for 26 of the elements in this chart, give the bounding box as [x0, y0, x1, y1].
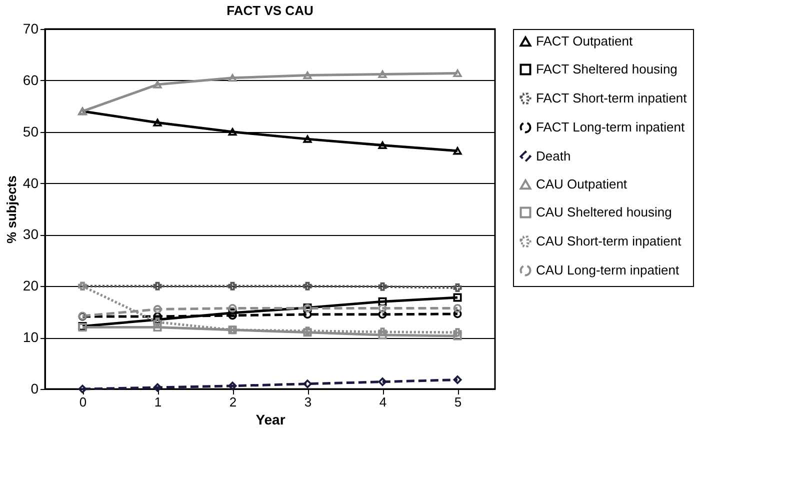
- legend-label: FACT Short-term inpatient: [536, 90, 688, 106]
- y-tick-label: 70: [22, 20, 39, 36]
- x-tick-label: 1: [154, 394, 162, 410]
- y-tick-label: 40: [22, 174, 39, 191]
- y-tick-label: 20: [22, 278, 39, 294]
- y-tick-label: 10: [22, 329, 39, 346]
- legend-label: CAU Outpatient: [536, 176, 628, 192]
- legend-label: CAU Short-term inpatient: [536, 234, 682, 248]
- y-tick-label: 50: [22, 123, 39, 140]
- x-tick-label: 0: [79, 394, 87, 410]
- legend-label: CAU Long-term inpatient: [536, 262, 680, 278]
- y-tick-label: 0: [30, 380, 39, 396]
- legend-label: FACT Long-term inpatient: [536, 120, 685, 134]
- chart-title: FACT VS CAU: [226, 3, 314, 18]
- legend-label: Death: [536, 148, 571, 164]
- y-axis-title: % subjects: [4, 176, 19, 244]
- x-tick-label: 2: [229, 394, 237, 410]
- x-tick-label: 5: [454, 394, 462, 410]
- y-tick-label: 60: [22, 72, 39, 88]
- legend-label: FACT Outpatient: [536, 34, 633, 48]
- y-tick-label: 30: [22, 226, 39, 242]
- x-axis-title: Year: [256, 412, 286, 428]
- legend-label: FACT Sheltered housing: [536, 62, 678, 76]
- legend-label: CAU Sheltered housing: [536, 204, 672, 220]
- x-tick-label: 4: [379, 394, 387, 410]
- x-tick-label: 3: [304, 394, 312, 410]
